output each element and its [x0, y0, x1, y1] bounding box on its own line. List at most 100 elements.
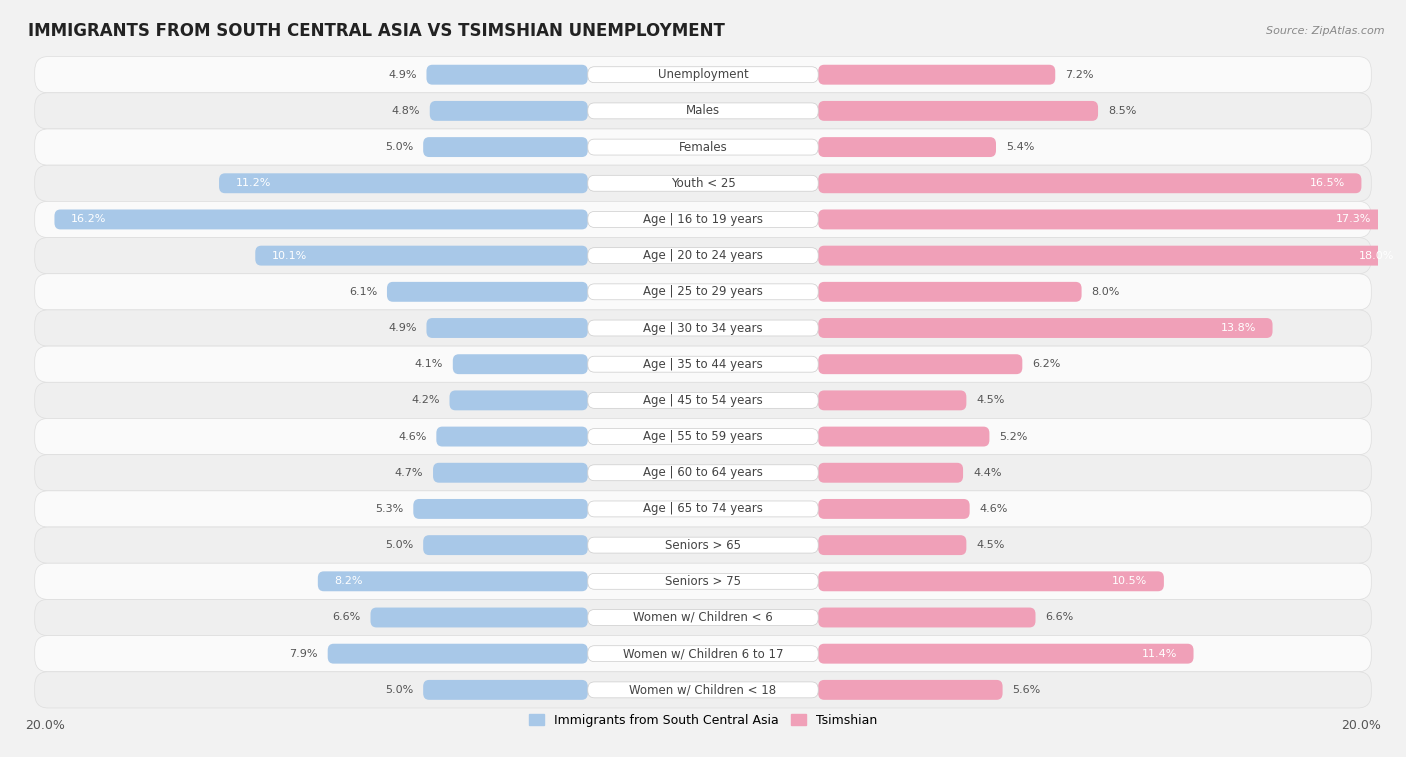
FancyBboxPatch shape [818, 391, 966, 410]
Text: Age | 55 to 59 years: Age | 55 to 59 years [643, 430, 763, 443]
FancyBboxPatch shape [35, 382, 1371, 419]
Text: Seniors > 65: Seniors > 65 [665, 539, 741, 552]
Text: 8.5%: 8.5% [1108, 106, 1136, 116]
FancyBboxPatch shape [588, 682, 818, 698]
FancyBboxPatch shape [35, 491, 1371, 527]
FancyBboxPatch shape [35, 129, 1371, 165]
FancyBboxPatch shape [423, 137, 588, 157]
FancyBboxPatch shape [588, 139, 818, 155]
Text: 5.3%: 5.3% [375, 504, 404, 514]
FancyBboxPatch shape [433, 463, 588, 483]
FancyBboxPatch shape [818, 65, 1056, 85]
FancyBboxPatch shape [450, 391, 588, 410]
FancyBboxPatch shape [818, 173, 1361, 193]
Text: 4.1%: 4.1% [415, 359, 443, 369]
FancyBboxPatch shape [328, 643, 588, 664]
Text: 10.1%: 10.1% [271, 251, 307, 260]
FancyBboxPatch shape [35, 57, 1371, 93]
Text: 16.5%: 16.5% [1310, 178, 1346, 188]
Text: 5.0%: 5.0% [385, 540, 413, 550]
Text: Women w/ Children < 6: Women w/ Children < 6 [633, 611, 773, 624]
Text: Males: Males [686, 104, 720, 117]
FancyBboxPatch shape [818, 463, 963, 483]
FancyBboxPatch shape [818, 680, 1002, 699]
FancyBboxPatch shape [818, 643, 1194, 664]
Text: Age | 20 to 24 years: Age | 20 to 24 years [643, 249, 763, 262]
Text: Age | 65 to 74 years: Age | 65 to 74 years [643, 503, 763, 516]
FancyBboxPatch shape [588, 537, 818, 553]
FancyBboxPatch shape [588, 248, 818, 263]
Text: Age | 45 to 54 years: Age | 45 to 54 years [643, 394, 763, 407]
Text: 4.4%: 4.4% [973, 468, 1001, 478]
FancyBboxPatch shape [818, 608, 1035, 628]
Text: 11.2%: 11.2% [236, 178, 271, 188]
Text: Seniors > 75: Seniors > 75 [665, 575, 741, 587]
FancyBboxPatch shape [818, 572, 1164, 591]
Text: 10.5%: 10.5% [1112, 576, 1147, 587]
FancyBboxPatch shape [35, 600, 1371, 636]
FancyBboxPatch shape [413, 499, 588, 519]
Text: Age | 60 to 64 years: Age | 60 to 64 years [643, 466, 763, 479]
FancyBboxPatch shape [318, 572, 588, 591]
FancyBboxPatch shape [35, 238, 1371, 274]
FancyBboxPatch shape [588, 392, 818, 408]
FancyBboxPatch shape [35, 310, 1371, 346]
FancyBboxPatch shape [426, 65, 588, 85]
Text: 8.0%: 8.0% [1091, 287, 1119, 297]
Text: 16.2%: 16.2% [70, 214, 107, 224]
Text: Age | 30 to 34 years: Age | 30 to 34 years [643, 322, 763, 335]
Text: 4.6%: 4.6% [980, 504, 1008, 514]
FancyBboxPatch shape [588, 428, 818, 444]
FancyBboxPatch shape [588, 211, 818, 227]
Text: Youth < 25: Youth < 25 [671, 177, 735, 190]
FancyBboxPatch shape [35, 346, 1371, 382]
Text: 17.3%: 17.3% [1336, 214, 1371, 224]
FancyBboxPatch shape [453, 354, 588, 374]
Text: 11.4%: 11.4% [1142, 649, 1177, 659]
Text: 4.8%: 4.8% [391, 106, 420, 116]
FancyBboxPatch shape [35, 165, 1371, 201]
FancyBboxPatch shape [588, 465, 818, 481]
Text: 4.7%: 4.7% [395, 468, 423, 478]
FancyBboxPatch shape [387, 282, 588, 302]
FancyBboxPatch shape [430, 101, 588, 121]
FancyBboxPatch shape [588, 573, 818, 589]
FancyBboxPatch shape [426, 318, 588, 338]
FancyBboxPatch shape [588, 646, 818, 662]
Text: 5.0%: 5.0% [385, 142, 413, 152]
FancyBboxPatch shape [818, 354, 1022, 374]
Text: Females: Females [679, 141, 727, 154]
FancyBboxPatch shape [588, 103, 818, 119]
Text: Age | 16 to 19 years: Age | 16 to 19 years [643, 213, 763, 226]
FancyBboxPatch shape [818, 137, 995, 157]
FancyBboxPatch shape [35, 636, 1371, 671]
FancyBboxPatch shape [55, 210, 588, 229]
Text: 4.5%: 4.5% [976, 395, 1005, 406]
FancyBboxPatch shape [818, 427, 990, 447]
FancyBboxPatch shape [818, 282, 1081, 302]
Text: 4.2%: 4.2% [411, 395, 440, 406]
FancyBboxPatch shape [588, 67, 818, 83]
Text: 5.0%: 5.0% [385, 685, 413, 695]
FancyBboxPatch shape [818, 535, 966, 555]
FancyBboxPatch shape [588, 284, 818, 300]
FancyBboxPatch shape [588, 320, 818, 336]
FancyBboxPatch shape [35, 671, 1371, 708]
FancyBboxPatch shape [256, 246, 588, 266]
Text: 6.2%: 6.2% [1032, 359, 1060, 369]
Text: 5.6%: 5.6% [1012, 685, 1040, 695]
FancyBboxPatch shape [818, 101, 1098, 121]
FancyBboxPatch shape [35, 527, 1371, 563]
Text: 4.5%: 4.5% [976, 540, 1005, 550]
FancyBboxPatch shape [818, 246, 1406, 266]
Text: 7.9%: 7.9% [290, 649, 318, 659]
FancyBboxPatch shape [588, 609, 818, 625]
FancyBboxPatch shape [35, 455, 1371, 491]
FancyBboxPatch shape [588, 501, 818, 517]
FancyBboxPatch shape [818, 318, 1272, 338]
Text: 18.0%: 18.0% [1360, 251, 1395, 260]
FancyBboxPatch shape [423, 680, 588, 699]
FancyBboxPatch shape [219, 173, 588, 193]
Text: Women w/ Children 6 to 17: Women w/ Children 6 to 17 [623, 647, 783, 660]
FancyBboxPatch shape [818, 499, 970, 519]
